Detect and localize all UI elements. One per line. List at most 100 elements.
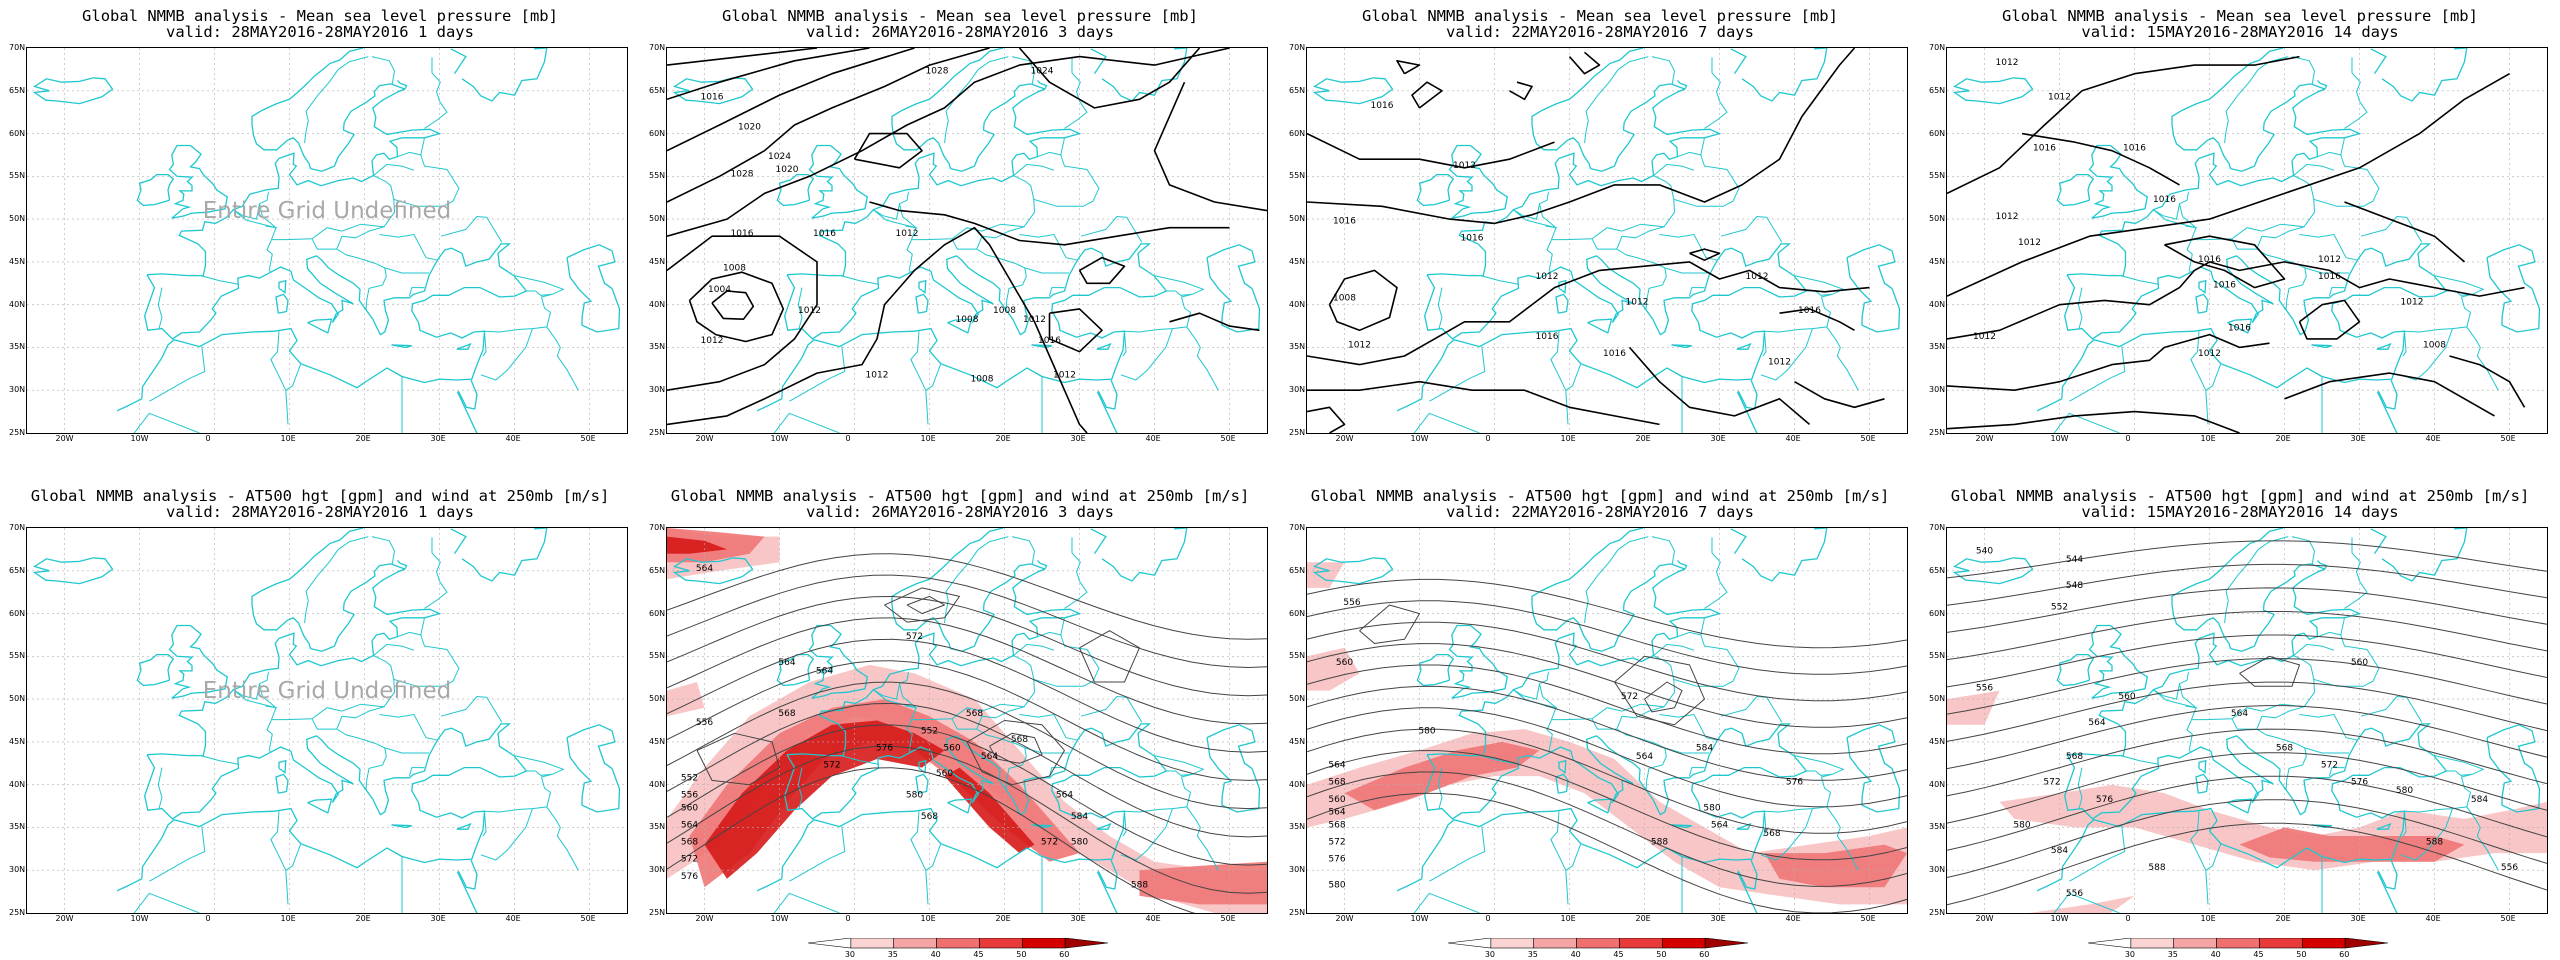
lat-tick-label: 55N bbox=[649, 651, 666, 661]
lat-tick-label: 70N bbox=[9, 523, 26, 532]
contour-label: 588 bbox=[1651, 838, 1668, 848]
lon-tick-label: 0 bbox=[2125, 914, 2131, 923]
contour-label: 576 bbox=[1786, 778, 1803, 788]
colorbar-label: 60 bbox=[1059, 950, 1070, 959]
lat-tick-label: 65N bbox=[9, 85, 26, 95]
lon-tick-label: 0 bbox=[845, 914, 851, 923]
lon-tick-label: 50E bbox=[1220, 434, 1236, 443]
contour-label: 588 bbox=[2426, 838, 2443, 848]
contour-label: 1016 bbox=[1536, 332, 1559, 342]
lat-tick-label: 60N bbox=[1929, 128, 1946, 138]
contour-label: 568 bbox=[2066, 752, 2083, 762]
contour-label: 1012 bbox=[1973, 332, 1996, 342]
lon-tick-label: 40E bbox=[1785, 434, 1801, 443]
contour-label: 556 bbox=[2066, 889, 2083, 899]
contour-label: 560 bbox=[1328, 795, 1345, 805]
contour-label: 568 bbox=[966, 709, 983, 719]
graticule bbox=[1307, 528, 1907, 913]
lon-tick-label: 30E bbox=[1070, 914, 1086, 923]
contour-label: 588 bbox=[1131, 880, 1148, 890]
graticule bbox=[1307, 48, 1907, 433]
panel-valid-period: valid: 15MAY2016-28MAY2016 14 days bbox=[2081, 23, 2399, 41]
lat-tick-label: 35N bbox=[649, 342, 666, 352]
lon-tick-label: 10E bbox=[1560, 434, 1576, 443]
undefined-grid-message: Entire Grid Undefined bbox=[202, 198, 452, 224]
lon-tick-label: 10W bbox=[2050, 914, 2069, 923]
contour-label: 1016 bbox=[701, 92, 724, 102]
contour-label: 584 bbox=[2051, 846, 2068, 856]
graticule bbox=[667, 528, 1267, 913]
height-contours bbox=[1947, 540, 2547, 906]
contour-label: 1004 bbox=[708, 285, 731, 295]
panel-title: Global NMMB analysis - Mean sea level pr… bbox=[2002, 7, 2478, 25]
contour-label: 556 bbox=[1976, 684, 1993, 694]
lon-tick-label: 40E bbox=[505, 434, 521, 443]
lon-tick-label: 10E bbox=[1560, 914, 1576, 923]
lon-tick-label: 10E bbox=[280, 914, 296, 923]
panel-title: Global NMMB analysis - Mean sea level pr… bbox=[722, 7, 1198, 25]
lat-tick-label: 40N bbox=[1929, 299, 1946, 309]
lat-tick-label: 45N bbox=[9, 256, 26, 266]
lon-tick-label: 0 bbox=[2125, 434, 2131, 443]
lon-tick-label: 10W bbox=[1410, 434, 1429, 443]
height-contours bbox=[1307, 578, 1907, 913]
panel-title: Global NMMB analysis - Mean sea level pr… bbox=[1362, 7, 1838, 25]
lat-tick-label: 30N bbox=[9, 385, 26, 395]
wind-speed-shading bbox=[1307, 647, 1360, 691]
contour-label: 1016 bbox=[813, 229, 836, 239]
lon-tick-label: 50E bbox=[580, 434, 596, 443]
country-borders bbox=[1413, 56, 1859, 433]
map-frame: 564 564 568 556 552 556 560 564 568 572 576 564 572 5… bbox=[666, 527, 1268, 914]
country-borders bbox=[773, 56, 1219, 433]
colorbar-label: 45 bbox=[973, 950, 984, 959]
colorbar-label: 60 bbox=[2339, 950, 2350, 959]
lon-tick-label: 20E bbox=[2275, 914, 2291, 923]
contour-label: 580 bbox=[1703, 803, 1720, 813]
contour-label: 1012 bbox=[2198, 349, 2221, 359]
contour-label: 560 bbox=[1336, 658, 1353, 668]
lon-tick-label: 20W bbox=[55, 434, 74, 443]
contour-label: 1012 bbox=[2318, 255, 2341, 265]
country-borders bbox=[773, 536, 1219, 913]
lat-tick-label: 65N bbox=[1929, 565, 1946, 575]
contour-label: 572 bbox=[2321, 761, 2338, 771]
colorbar-label: 45 bbox=[2253, 950, 2264, 959]
contour-label: 584 bbox=[1696, 743, 1713, 753]
isobars bbox=[1307, 48, 1885, 433]
map-canvas: 1012 1012 1016 1012 1012 1016 1016 1016 1012 1016… bbox=[1947, 48, 2547, 433]
contour-label: 1016 bbox=[1461, 234, 1484, 244]
lon-tick-label: 20W bbox=[1335, 434, 1354, 443]
lat-tick-label: 50N bbox=[1289, 214, 1306, 224]
contour-label: 564 bbox=[1711, 820, 1728, 830]
contour-label: 568 bbox=[1328, 778, 1345, 788]
contour-label: 572 bbox=[1621, 692, 1638, 702]
lat-tick-label: 25N bbox=[1929, 908, 1946, 917]
lat-tick-label: 60N bbox=[1289, 128, 1306, 138]
contour-label: 580 bbox=[1418, 726, 1435, 736]
contour-label: 1012 bbox=[2401, 298, 2424, 308]
contour-label: 564 bbox=[681, 820, 698, 830]
contour-label: 1016 bbox=[731, 229, 754, 239]
lon-tick-label: 50E bbox=[1220, 914, 1236, 923]
colorbar-label: 45 bbox=[1613, 950, 1624, 959]
graticule bbox=[1947, 528, 2547, 913]
contour-label: 1016 bbox=[2318, 272, 2341, 282]
panel-title: Global NMMB analysis - AT500 hgt [gpm] a… bbox=[30, 487, 610, 505]
contour-label: 1016 bbox=[2153, 195, 2176, 205]
lat-tick-label: 45N bbox=[1929, 736, 1946, 746]
lon-tick-label: 30E bbox=[430, 914, 446, 923]
contour-label: 568 bbox=[2276, 743, 2293, 753]
wind-speed-shading bbox=[667, 528, 765, 563]
wind-speed-shading bbox=[944, 767, 1035, 854]
lat-tick-label: 70N bbox=[1929, 523, 1946, 532]
lon-tick-label: 30E bbox=[1710, 914, 1726, 923]
lon-tick-label: 20E bbox=[355, 914, 371, 923]
lat-tick-label: 50N bbox=[649, 214, 666, 224]
mslp-panel-3: Global NMMB analysis - Mean sea level pr… bbox=[1280, 0, 1920, 480]
lat-tick-label: 30N bbox=[649, 385, 666, 395]
contour-label: 1012 bbox=[1536, 272, 1559, 282]
map-frame: 1016 1016 1012 1008 1012 1016 1012 1016 1012 1012… bbox=[1306, 47, 1908, 434]
lat-tick-label: 55N bbox=[9, 171, 26, 181]
wind-speed-shading bbox=[689, 699, 1080, 888]
panel-title: Global NMMB analysis - Mean sea level pr… bbox=[82, 7, 558, 25]
